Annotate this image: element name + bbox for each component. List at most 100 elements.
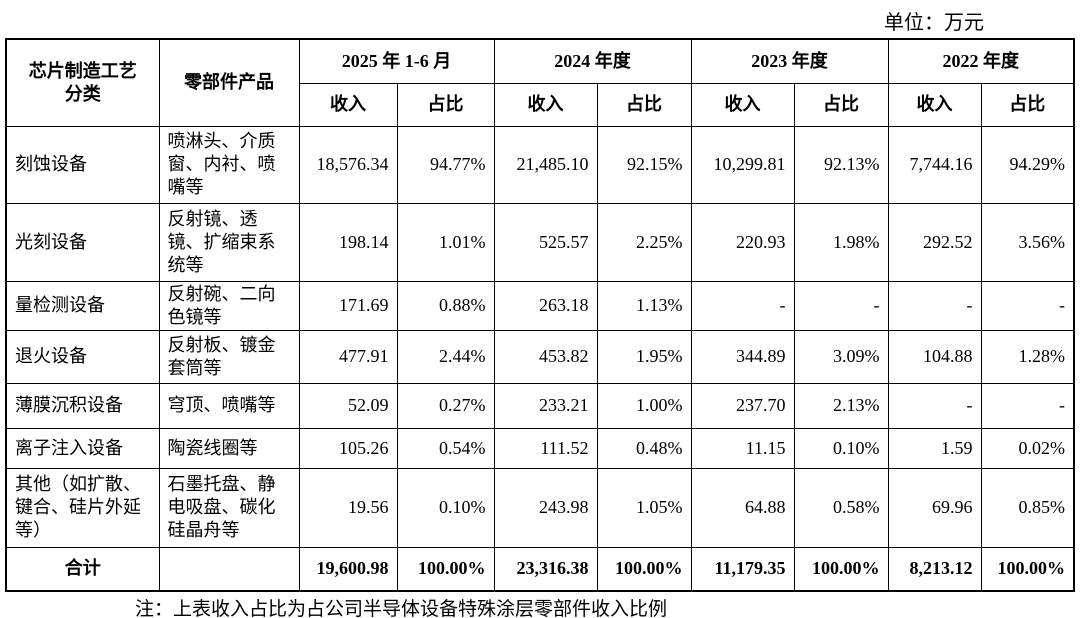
value-cell: 237.70 — [690, 382, 795, 429]
product-line: 统等 — [167, 254, 204, 275]
value-cell: - — [980, 382, 1075, 429]
value-cell: 10,299.81 — [690, 125, 795, 204]
value-cell: 1.05% — [596, 467, 692, 548]
period-header: 2022 年度 — [887, 38, 1075, 84]
value-cell: 171.69 — [298, 280, 398, 331]
total-row: 合计 19,600.98 100.00% 23,316.38 100.00% 11,179… — [5, 546, 1075, 592]
value-cell: 7,744.16 — [887, 125, 982, 204]
note: 注：上表收入占比为占公司半导体设备特殊涂层零部件收入比例 — [135, 599, 668, 618]
value-cell: 1.28% — [980, 329, 1075, 384]
product-line: 套筒等 — [167, 357, 222, 378]
value-cell: 2.13% — [793, 382, 889, 429]
data-row: 量检测设备 反射碗、二向 色镜等 171.69 0.88% 263.18 1.13% - - - - — [5, 280, 1075, 331]
total-value: 100.00% — [793, 546, 889, 592]
value-cell: 3.56% — [980, 202, 1075, 282]
value-cell: 3.09% — [793, 329, 889, 384]
process-line: 等） — [15, 520, 51, 540]
value-cell: 0.10% — [396, 467, 495, 548]
value-cell: 2.44% — [396, 329, 495, 384]
sub-header: 收入 — [493, 82, 598, 127]
value-cell: 92.13% — [793, 125, 889, 204]
value-cell: 477.91 — [298, 329, 398, 384]
product-line: 陶瓷线圈等 — [167, 437, 258, 458]
value-cell: 0.58% — [793, 467, 889, 548]
total-value: 100.00% — [980, 546, 1075, 592]
product-line: 嘴等 — [167, 177, 204, 197]
data-row: 离子注入设备 陶瓷线圈等 105.26 0.54% 111.52 0.48% 11.15 0.… — [5, 427, 1075, 469]
total-value: 11,179.35 — [690, 546, 795, 592]
revenue-table: 芯片制造工艺分类 零部件产品 2025 年 1-6 月 2024 年度 2023 年度 2… — [5, 38, 1075, 592]
value-cell: 1.95% — [596, 329, 692, 384]
value-cell: 94.29% — [980, 125, 1075, 204]
value-cell: 0.02% — [980, 427, 1075, 469]
product-line: 反射镜、透 — [167, 208, 258, 229]
value-cell: 1.59 — [887, 427, 982, 469]
period-header: 2024 年度 — [493, 38, 692, 84]
product-line: 色镜等 — [167, 306, 222, 327]
process-line: 刻蚀设备 — [15, 154, 87, 174]
sub-header: 收入 — [690, 82, 795, 127]
value-cell: - — [690, 280, 795, 331]
sub-header: 占比 — [396, 82, 495, 127]
value-cell: 19.56 — [298, 467, 398, 548]
value-cell: 1.00% — [596, 382, 692, 429]
product-line: 窗、内衬、喷 — [167, 154, 276, 174]
process-cell: 薄膜沉积设备 — [5, 382, 160, 429]
product-line: 反射板、镀金 — [167, 334, 276, 355]
value-cell: 525.57 — [493, 202, 598, 282]
total-value: 19,600.98 — [298, 546, 398, 592]
value-cell: - — [887, 382, 982, 429]
data-row: 刻蚀设备 喷淋头、介质 窗、内衬、喷 嘴等 18,576.34 94.77% 21,485.… — [5, 125, 1075, 204]
value-cell: 11.15 — [690, 427, 795, 469]
process-line: 其他（如扩散、 — [15, 474, 141, 494]
process-cell: 退火设备 — [5, 329, 160, 384]
value-cell: 198.14 — [298, 202, 398, 282]
value-cell: 69.96 — [887, 467, 982, 548]
value-cell: 52.09 — [298, 382, 398, 429]
process-cell: 离子注入设备 — [5, 427, 160, 469]
value-cell: 220.93 — [690, 202, 795, 282]
value-cell: - — [980, 280, 1075, 331]
value-cell: 344.89 — [690, 329, 795, 384]
total-value: 8,213.12 — [887, 546, 982, 592]
data-row: 退火设备 反射板、镀金 套筒等 477.91 2.44% 453.82 1.95% 344.8… — [5, 329, 1075, 384]
empty-cell — [158, 546, 300, 592]
header-row: 收入 占比 收入 占比 收入 占比 收入 占比 — [6, 82, 1075, 127]
value-cell: 0.85% — [980, 467, 1075, 548]
value-cell: 94.77% — [396, 125, 495, 204]
process-line: 量检测设备 — [15, 295, 105, 315]
unit-label: 单位：万元 — [884, 12, 984, 34]
sub-header: 占比 — [596, 82, 692, 127]
value-cell: 2.25% — [596, 202, 692, 282]
header-row: 芯片制造工艺分类 零部件产品 2025 年 1-6 月 2024 年度 2023 年度 2… — [5, 38, 1075, 127]
total-label: 合计 — [5, 546, 160, 592]
total-value: 100.00% — [596, 546, 692, 592]
product-line: 电吸盘、碳化 — [167, 497, 276, 517]
value-cell: 1.98% — [793, 202, 889, 282]
value-cell: 233.21 — [493, 382, 598, 429]
product-cell: 喷淋头、介质 窗、内衬、喷 嘴等 — [158, 125, 300, 204]
process-line: 光刻设备 — [15, 231, 87, 252]
product-cell: 石墨托盘、静 电吸盘、碳化 硅晶舟等 — [158, 467, 300, 548]
sub-header: 占比 — [980, 82, 1075, 127]
product-cell: 反射镜、透 镜、扩缩束系 统等 — [158, 202, 300, 282]
value-cell: 0.10% — [793, 427, 889, 469]
data-row: 光刻设备 反射镜、透 镜、扩缩束系 统等 198.14 1.01% 525.57 2.25% 2… — [5, 202, 1075, 282]
value-cell: 105.26 — [298, 427, 398, 469]
process-cell: 其他（如扩散、 键合、硅片外延 等） — [5, 467, 160, 548]
product-cell: 反射板、镀金 套筒等 — [158, 329, 300, 384]
product-cell: 陶瓷线圈等 — [158, 427, 300, 469]
process-cell: 量检测设备 — [5, 280, 160, 331]
data-row: 其他（如扩散、 键合、硅片外延 等） 石墨托盘、静 电吸盘、碳化 硅晶舟等 19.56 0.1… — [5, 467, 1075, 548]
sub-header: 收入 — [887, 82, 982, 127]
process-line: 离子注入设备 — [15, 437, 123, 458]
value-cell: 0.88% — [396, 280, 495, 331]
sub-header: 占比 — [793, 82, 889, 127]
total-value: 23,316.38 — [493, 546, 598, 592]
value-cell: 243.98 — [493, 467, 598, 548]
value-cell: 21,485.10 — [493, 125, 598, 204]
product-line: 硅晶舟等 — [167, 520, 240, 540]
value-cell: 64.88 — [690, 467, 795, 548]
header-cell: 芯片制造工艺分类 — [5, 38, 160, 127]
value-cell: 263.18 — [493, 280, 598, 331]
